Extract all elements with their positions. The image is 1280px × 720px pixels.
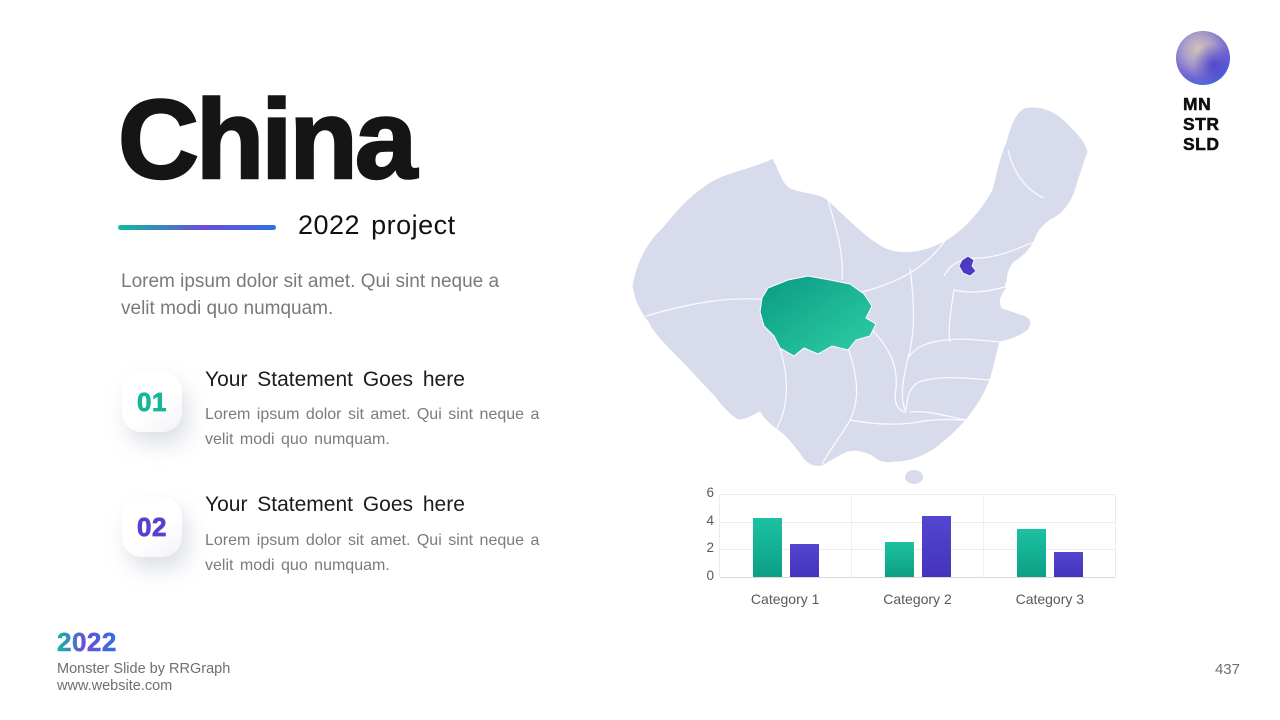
statement-2-body: Lorem ipsum dolor sit amet. Qui sint neq…	[205, 532, 540, 574]
page-number: 437	[1214, 661, 1240, 678]
logo-line: STR	[1183, 114, 1220, 135]
chart-plot-area	[719, 494, 1116, 578]
chart-category-group	[851, 494, 983, 577]
bar	[789, 543, 819, 577]
map-country-outline	[631, 106, 1089, 467]
logo-line: MN	[1183, 94, 1212, 115]
y-tick-label: 4	[706, 512, 714, 528]
statement-1-body: Lorem ipsum dolor sit amet. Qui sint neq…	[205, 406, 540, 448]
chart-category-group	[983, 494, 1115, 577]
chart-gridline	[720, 521, 1115, 523]
footer-credit: Monster Slide by RRGraph	[57, 661, 231, 677]
map-province-borders	[645, 149, 1045, 465]
map-sea-notch	[1005, 273, 1038, 312]
statement-1-heading: Your Statement Goes here	[205, 368, 465, 391]
category-label: Category 3	[1015, 591, 1085, 607]
chart-category-group	[720, 494, 851, 577]
statement-2-heading: Your Statement Goes here	[205, 493, 465, 516]
y-tick-label: 0	[706, 568, 714, 583]
page-title: China	[117, 77, 419, 202]
bar	[1016, 528, 1046, 577]
chart-x-axis: Category 1 Category 2 Category 3	[719, 591, 1116, 607]
map-highlight-region-teal	[759, 275, 877, 357]
map-island	[905, 470, 923, 484]
logo-line: SLD	[1183, 134, 1220, 155]
bar	[1053, 552, 1083, 577]
y-tick-label: 6	[706, 485, 714, 500]
chart-gridline	[720, 577, 1115, 578]
chart-gridline	[720, 549, 1115, 551]
footer-website: www.website.com	[57, 678, 173, 694]
subtitle: 2022 project	[298, 210, 456, 240]
china-map	[610, 90, 1170, 490]
statement-2-badge: 02	[122, 497, 182, 557]
statement-1-number: 01	[137, 386, 167, 417]
footer-year: 2022	[57, 627, 117, 658]
intro-text: Lorem ipsum dolor sit amet. Qui sint neq…	[121, 271, 500, 319]
logo-wordmark: MN STR SLD	[1183, 94, 1220, 155]
bar	[752, 517, 782, 577]
bar	[921, 516, 951, 577]
gradient-underline	[118, 225, 276, 230]
y-tick-label: 2	[706, 540, 714, 556]
category-label: Category 2	[883, 591, 952, 607]
statement-2-number: 02	[137, 511, 167, 542]
subtitle-row: 2022 project	[118, 210, 498, 244]
china-map-svg	[631, 106, 1089, 484]
chart-gridline	[720, 494, 1115, 495]
bar	[884, 542, 914, 577]
statement-1-badge: 01	[122, 372, 182, 432]
category-label: Category 1	[750, 591, 820, 607]
map-highlight-region-purple	[958, 255, 977, 277]
logo-sphere-icon	[1176, 31, 1230, 85]
